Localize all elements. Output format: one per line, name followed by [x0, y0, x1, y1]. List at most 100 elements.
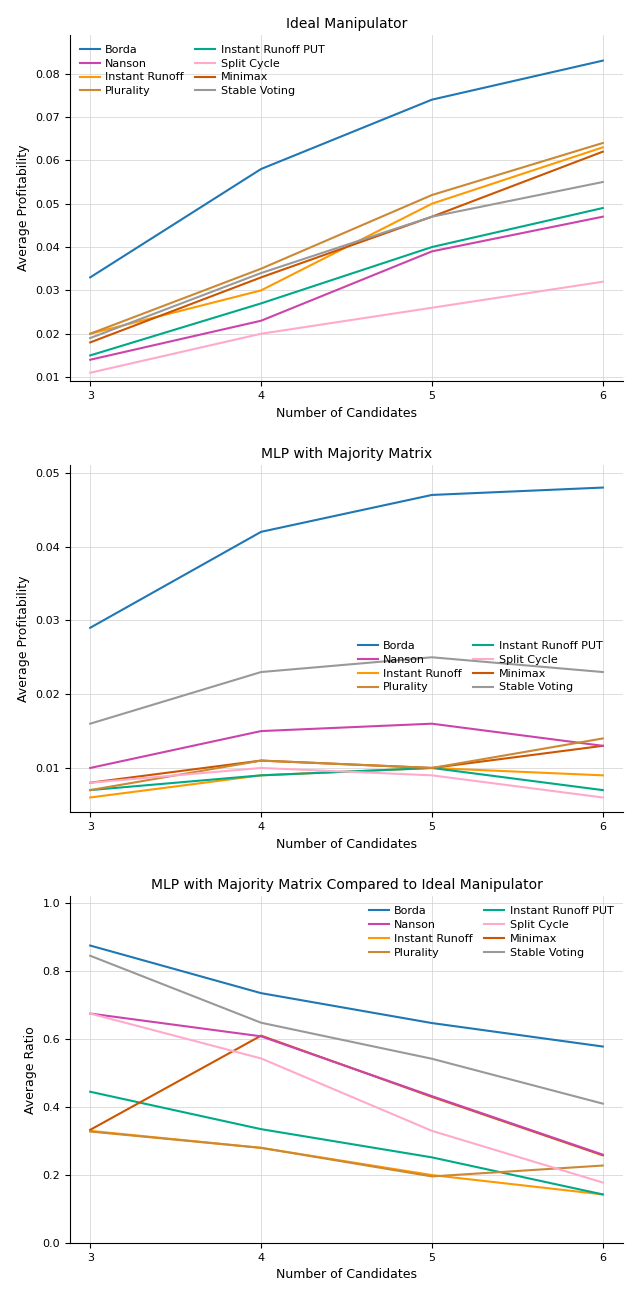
Instant Runoff — [599, 140, 607, 156]
Borda — [86, 937, 94, 953]
Plurality — [86, 783, 94, 798]
Stable Voting — [428, 1051, 436, 1067]
Minimax — [428, 1089, 436, 1105]
Split Cycle — [86, 365, 94, 380]
Y-axis label: Average Profitability: Average Profitability — [17, 145, 29, 271]
Minimax — [599, 739, 607, 754]
Minimax — [257, 270, 265, 286]
Split Cycle — [428, 300, 436, 315]
Minimax — [257, 1028, 265, 1044]
X-axis label: Number of Candidates: Number of Candidates — [276, 1268, 417, 1281]
Instant Runoff PUT — [428, 239, 436, 254]
Borda — [257, 985, 265, 1001]
Plurality — [428, 761, 436, 776]
Instant Runoff — [86, 789, 94, 805]
Line: Borda: Borda — [90, 945, 603, 1046]
Plurality — [257, 261, 265, 276]
X-axis label: Number of Candidates: Number of Candidates — [276, 406, 417, 419]
Instant Runoff PUT — [428, 1150, 436, 1166]
Instant Runoff — [428, 761, 436, 776]
Instant Runoff — [257, 1140, 265, 1155]
Line: Plurality: Plurality — [90, 1132, 603, 1176]
Stable Voting — [599, 1096, 607, 1111]
Y-axis label: Average Profitability: Average Profitability — [17, 575, 29, 702]
Nanson — [86, 352, 94, 367]
Nanson — [599, 209, 607, 225]
Instant Runoff PUT — [86, 783, 94, 798]
Line: Instant Runoff: Instant Runoff — [90, 768, 603, 797]
Borda — [428, 487, 436, 502]
Stable Voting — [86, 716, 94, 732]
Split Cycle — [428, 767, 436, 783]
Legend: Borda, Nanson, Instant Runoff, Plurality, Instant Runoff PUT, Split Cycle, Minim: Borda, Nanson, Instant Runoff, Plurality… — [353, 636, 607, 697]
Split Cycle — [599, 274, 607, 289]
Nanson — [428, 716, 436, 732]
Line: Instant Runoff PUT: Instant Runoff PUT — [90, 768, 603, 790]
Minimax — [599, 144, 607, 160]
Minimax — [86, 335, 94, 350]
Split Cycle — [257, 1050, 265, 1066]
Instant Runoff PUT — [257, 296, 265, 312]
Borda — [428, 1015, 436, 1031]
Nanson — [257, 313, 265, 328]
Instant Runoff — [86, 326, 94, 341]
Plurality — [428, 187, 436, 202]
Line: Split Cycle: Split Cycle — [90, 1014, 603, 1182]
Borda — [599, 1038, 607, 1054]
Stable Voting — [86, 330, 94, 345]
Nanson — [428, 244, 436, 260]
Borda — [257, 524, 265, 540]
Split Cycle — [599, 789, 607, 805]
Title: Ideal Manipulator: Ideal Manipulator — [286, 17, 407, 31]
Stable Voting — [599, 665, 607, 680]
Split Cycle — [599, 1175, 607, 1190]
Line: Minimax: Minimax — [90, 1036, 603, 1155]
Legend: Borda, Nanson, Instant Runoff, Plurality, Instant Runoff PUT, Split Cycle, Minim: Borda, Nanson, Instant Runoff, Plurality… — [364, 902, 618, 962]
Split Cycle — [86, 1006, 94, 1022]
Instant Runoff PUT — [599, 783, 607, 798]
Title: MLP with Majority Matrix: MLP with Majority Matrix — [261, 448, 432, 462]
Line: Stable Voting: Stable Voting — [90, 657, 603, 724]
Line: Minimax: Minimax — [90, 746, 603, 783]
Plurality — [599, 135, 607, 151]
Line: Minimax: Minimax — [90, 152, 603, 343]
Plurality — [599, 731, 607, 746]
Split Cycle — [428, 1123, 436, 1138]
Borda — [428, 92, 436, 108]
Minimax — [428, 209, 436, 225]
Instant Runoff PUT — [86, 348, 94, 363]
Line: Instant Runoff: Instant Runoff — [90, 1131, 603, 1194]
Minimax — [257, 753, 265, 768]
Line: Stable Voting: Stable Voting — [90, 182, 603, 337]
Stable Voting — [257, 265, 265, 280]
Minimax — [599, 1147, 607, 1163]
Instant Runoff — [257, 767, 265, 783]
Y-axis label: Average Ratio: Average Ratio — [24, 1025, 36, 1114]
Plurality — [599, 1158, 607, 1173]
Plurality — [86, 326, 94, 341]
Stable Voting — [257, 665, 265, 680]
Nanson — [599, 739, 607, 754]
Split Cycle — [257, 326, 265, 341]
Plurality — [257, 753, 265, 768]
Nanson — [86, 1006, 94, 1022]
Nanson — [257, 1028, 265, 1044]
Borda — [599, 53, 607, 69]
Split Cycle — [257, 761, 265, 776]
Line: Plurality: Plurality — [90, 143, 603, 334]
Instant Runoff PUT — [257, 767, 265, 783]
Minimax — [86, 775, 94, 790]
Plurality — [428, 1168, 436, 1184]
Line: Nanson: Nanson — [90, 724, 603, 768]
Line: Instant Runoff PUT: Instant Runoff PUT — [90, 208, 603, 356]
Line: Borda: Borda — [90, 488, 603, 628]
Borda — [86, 620, 94, 636]
Nanson — [257, 723, 265, 739]
Title: MLP with Majority Matrix Compared to Ideal Manipulator: MLP with Majority Matrix Compared to Ide… — [150, 879, 543, 892]
Line: Stable Voting: Stable Voting — [90, 955, 603, 1103]
Instant Runoff — [257, 283, 265, 299]
Instant Runoff — [428, 196, 436, 212]
Instant Runoff — [599, 767, 607, 783]
Instant Runoff PUT — [428, 761, 436, 776]
Nanson — [428, 1089, 436, 1105]
